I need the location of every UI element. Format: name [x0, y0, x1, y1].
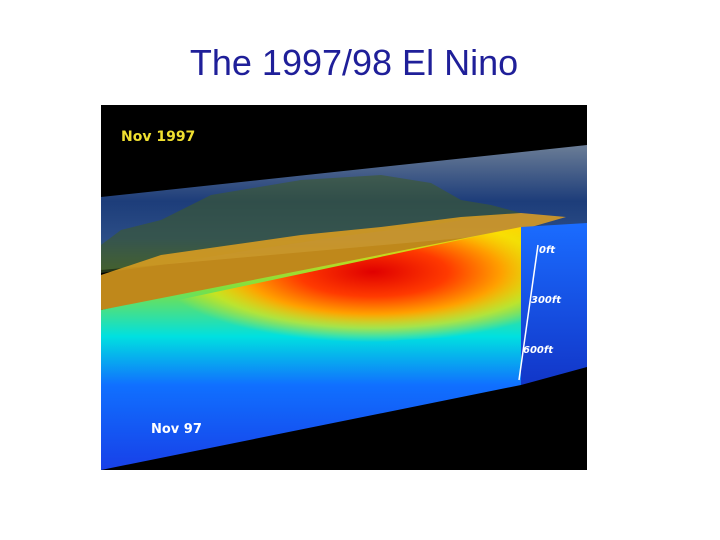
surface-bulge [101, 213, 566, 310]
depth-label: 600ft [523, 345, 554, 356]
header-label: Nov 1997 [121, 129, 195, 145]
depth-label: 0ft [539, 245, 556, 256]
side-face [521, 223, 587, 385]
el-nino-visualization: Nov 1997 Nov 97 0ft 300ft 600ft [101, 105, 587, 470]
depth-scale [518, 244, 539, 381]
warm-pool [131, 227, 521, 355]
depth-label: 300ft [531, 295, 562, 306]
slide-title: The 1997/98 El Nino [189, 42, 519, 83]
footer-label: Nov 97 [151, 422, 202, 437]
land [101, 175, 521, 273]
